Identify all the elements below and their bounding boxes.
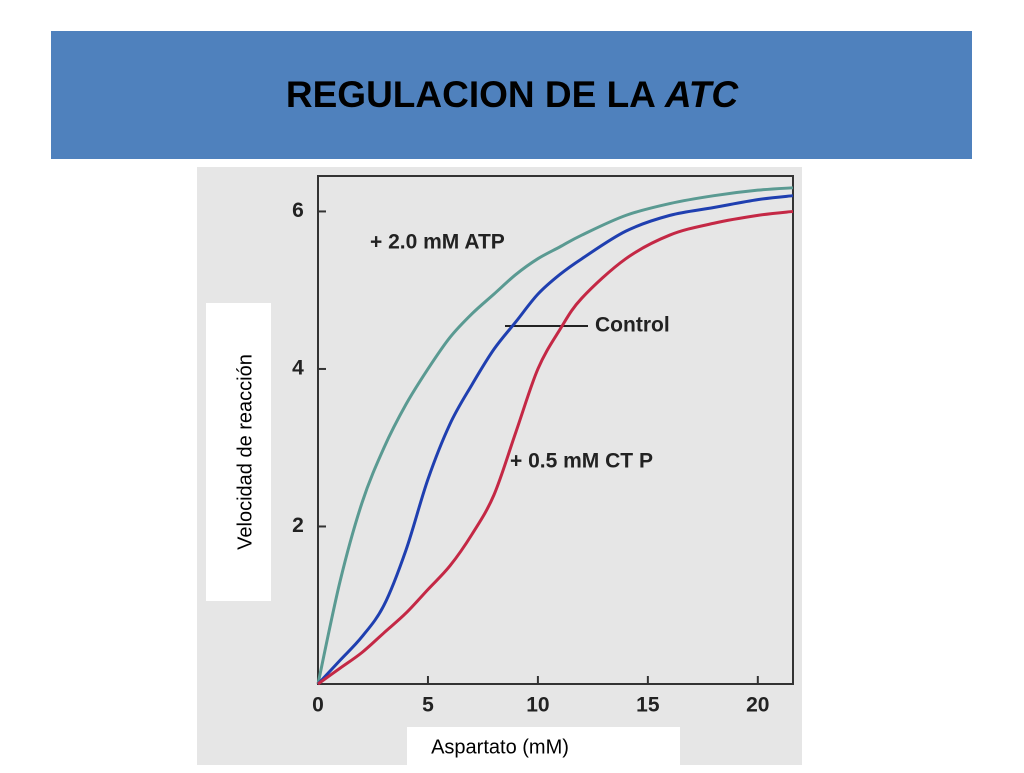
x-tick-label: 20 xyxy=(746,694,769,717)
title-italic: ATC xyxy=(664,74,740,115)
series-line xyxy=(316,194,794,686)
y-axis-label: Velocidad de reacción xyxy=(234,354,256,550)
x-label-box xyxy=(407,727,680,765)
series-label: + 2.0 mM ATP xyxy=(370,231,505,254)
y-label-box xyxy=(206,303,271,601)
series-line xyxy=(317,209,794,686)
x-tick-label: 5 xyxy=(422,694,434,717)
x-tick-label: 0 xyxy=(312,694,324,717)
y-tick-label: 2 xyxy=(292,514,304,537)
header-bar xyxy=(51,31,972,159)
series-label: + 0.5 mM CT P xyxy=(510,450,653,473)
x-axis-label: Aspartato (mM) xyxy=(431,736,569,758)
series-label: Control xyxy=(595,314,670,337)
chart-background xyxy=(197,167,802,765)
title-text: REGULACION DE LA xyxy=(286,74,655,115)
y-tick-label: 4 xyxy=(292,357,304,380)
x-tick-label: 15 xyxy=(636,694,660,717)
x-tick-label: 10 xyxy=(526,694,549,717)
series-line xyxy=(316,186,794,685)
plot-frame xyxy=(317,175,794,685)
slide-title: REGULACION DE LA ATC xyxy=(286,74,739,115)
y-tick-label: 6 xyxy=(292,199,304,222)
